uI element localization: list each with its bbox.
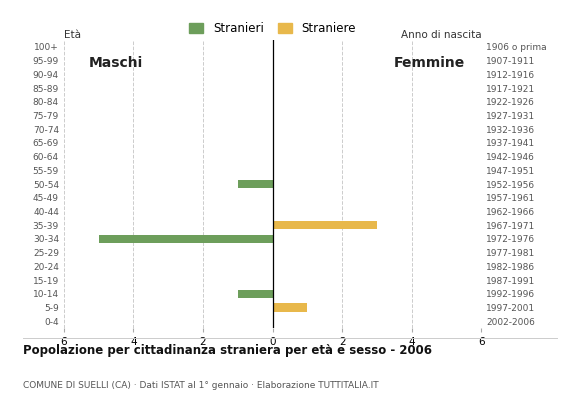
Text: Età: Età	[64, 30, 81, 40]
Bar	[273, 221, 377, 229]
Text: Anno di nascita: Anno di nascita	[401, 30, 481, 40]
Bar	[99, 235, 273, 243]
Text: Popolazione per cittadinanza straniera per età e sesso - 2006: Popolazione per cittadinanza straniera p…	[23, 344, 432, 357]
Text: Femmine: Femmine	[394, 56, 465, 70]
Text: COMUNE DI SUELLI (CA) · Dati ISTAT al 1° gennaio · Elaborazione TUTTITALIA.IT: COMUNE DI SUELLI (CA) · Dati ISTAT al 1°…	[23, 381, 379, 390]
Legend: Stranieri, Straniere: Stranieri, Straniere	[184, 17, 361, 40]
Bar	[238, 290, 273, 298]
Text: Maschi: Maschi	[89, 56, 143, 70]
Bar	[273, 303, 307, 312]
Bar	[238, 180, 273, 188]
